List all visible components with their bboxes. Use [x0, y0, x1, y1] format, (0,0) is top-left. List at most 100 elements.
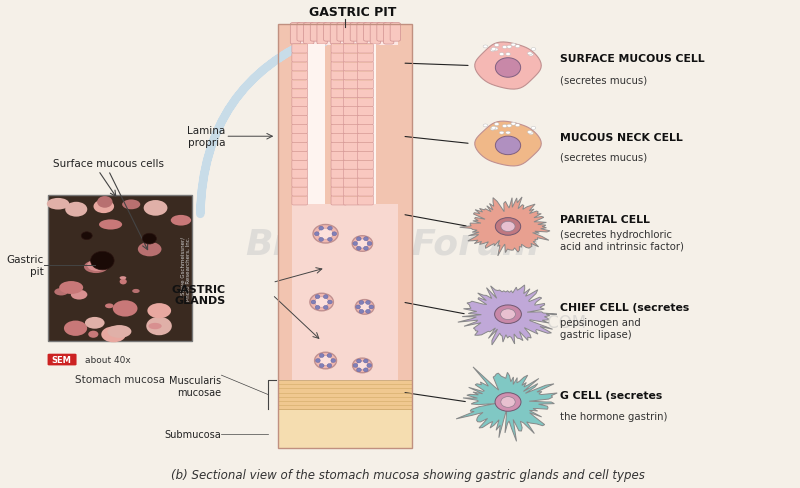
Ellipse shape [359, 301, 364, 305]
FancyBboxPatch shape [343, 187, 359, 197]
FancyBboxPatch shape [358, 98, 374, 107]
Bar [333, 116, 345, 117]
FancyBboxPatch shape [292, 143, 307, 152]
Ellipse shape [84, 261, 108, 273]
Bar [333, 196, 345, 198]
Circle shape [529, 132, 534, 135]
Ellipse shape [332, 232, 337, 236]
Text: pepsinogen and
gastric lipase): pepsinogen and gastric lipase) [561, 317, 642, 339]
FancyBboxPatch shape [343, 143, 359, 152]
Ellipse shape [46, 199, 70, 210]
Polygon shape [456, 367, 558, 442]
Bar [359, 152, 372, 153]
Bar [294, 187, 306, 188]
Ellipse shape [501, 309, 515, 320]
FancyBboxPatch shape [358, 62, 374, 72]
FancyBboxPatch shape [331, 196, 346, 205]
Circle shape [506, 54, 510, 57]
Ellipse shape [495, 218, 521, 236]
Ellipse shape [142, 234, 157, 244]
Ellipse shape [138, 243, 162, 257]
Ellipse shape [327, 227, 332, 231]
Bar [345, 152, 358, 153]
Circle shape [529, 54, 534, 57]
FancyBboxPatch shape [331, 152, 346, 161]
FancyBboxPatch shape [343, 44, 359, 54]
FancyBboxPatch shape [343, 98, 359, 107]
Ellipse shape [501, 222, 515, 232]
Bar [306, 44, 325, 205]
Bar [359, 98, 372, 100]
Circle shape [499, 132, 504, 135]
Bar [47, 195, 193, 341]
FancyBboxPatch shape [350, 23, 361, 42]
Bar [333, 107, 345, 108]
FancyBboxPatch shape [323, 23, 334, 42]
Ellipse shape [85, 317, 105, 329]
Ellipse shape [359, 310, 364, 314]
Text: about 40x: about 40x [85, 355, 131, 365]
Circle shape [527, 131, 532, 134]
FancyBboxPatch shape [343, 62, 359, 72]
Ellipse shape [495, 137, 521, 155]
Bar [294, 89, 306, 90]
Text: Submucosa: Submucosa [165, 429, 222, 439]
Bar [359, 169, 372, 171]
FancyBboxPatch shape [343, 23, 354, 45]
FancyBboxPatch shape [358, 81, 374, 90]
Bar [359, 89, 372, 90]
Ellipse shape [331, 359, 335, 363]
Polygon shape [475, 122, 542, 166]
Bar [359, 62, 372, 63]
Ellipse shape [357, 359, 362, 363]
Bar [359, 116, 372, 117]
Bar [333, 80, 345, 81]
Bar [294, 98, 306, 100]
Ellipse shape [147, 304, 171, 319]
Ellipse shape [366, 310, 370, 314]
Bar [345, 178, 358, 180]
Text: GASTRIC
GLANDS: GASTRIC GLANDS [171, 285, 226, 306]
Bar [333, 152, 345, 153]
FancyBboxPatch shape [292, 187, 307, 197]
Ellipse shape [87, 260, 107, 271]
FancyBboxPatch shape [358, 187, 374, 197]
FancyBboxPatch shape [292, 54, 307, 63]
Ellipse shape [315, 359, 320, 363]
Bar [294, 62, 306, 63]
Ellipse shape [494, 305, 522, 324]
FancyBboxPatch shape [47, 354, 77, 366]
Text: Steve Gschmeissner/
Photo Researchers, Inc.: Steve Gschmeissner/ Photo Researchers, I… [180, 236, 191, 301]
FancyBboxPatch shape [292, 169, 307, 179]
Bar [294, 152, 306, 153]
Ellipse shape [327, 364, 332, 368]
Circle shape [511, 123, 516, 126]
Bar [333, 161, 345, 162]
Ellipse shape [357, 368, 362, 372]
Ellipse shape [366, 301, 370, 305]
Text: CHIEF CELL (secretes: CHIEF CELL (secretes [561, 302, 690, 312]
Ellipse shape [113, 301, 138, 317]
Bar [359, 80, 372, 81]
Ellipse shape [310, 294, 334, 311]
Bar [278, 25, 413, 448]
Text: (secretes hydrochloric
acid and intrinsic factor): (secretes hydrochloric acid and intrinsi… [561, 229, 685, 251]
Ellipse shape [319, 354, 324, 358]
FancyBboxPatch shape [292, 107, 307, 116]
Bar [333, 142, 345, 144]
FancyBboxPatch shape [343, 107, 359, 116]
Text: (secretes mucus): (secretes mucus) [561, 75, 648, 85]
Text: Muscularis
mucosae: Muscularis mucosae [170, 375, 222, 397]
FancyBboxPatch shape [331, 134, 346, 143]
Ellipse shape [170, 216, 191, 226]
FancyBboxPatch shape [358, 134, 374, 143]
Ellipse shape [99, 220, 122, 230]
Ellipse shape [90, 252, 114, 270]
Bar [294, 169, 306, 171]
Circle shape [494, 44, 499, 47]
Circle shape [515, 45, 520, 48]
Ellipse shape [102, 326, 126, 343]
Bar [333, 62, 345, 63]
FancyBboxPatch shape [343, 196, 359, 205]
Bar [333, 169, 345, 171]
